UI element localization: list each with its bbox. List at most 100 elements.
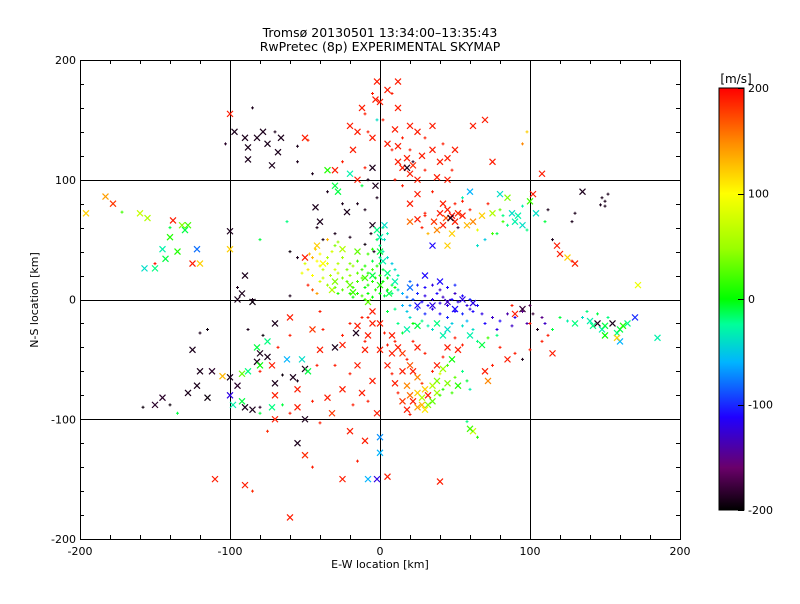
dot-marker <box>246 327 250 331</box>
dot-marker <box>366 315 370 319</box>
dot-marker <box>495 232 499 236</box>
cross-marker <box>294 385 301 393</box>
cross-marker <box>624 320 631 327</box>
cross-marker <box>421 406 429 414</box>
cross-marker <box>372 96 379 103</box>
cross-marker <box>439 221 447 229</box>
cross-marker <box>193 245 201 253</box>
dot-marker <box>401 292 404 296</box>
cross-marker <box>519 221 526 229</box>
dot-marker <box>423 286 427 290</box>
cross-marker <box>301 254 309 262</box>
cross-marker <box>589 322 597 330</box>
cross-marker <box>238 290 246 297</box>
cross-marker <box>439 200 447 208</box>
dot-marker <box>411 321 415 325</box>
cross-marker <box>331 343 339 351</box>
dot-marker <box>408 303 412 307</box>
cross-marker <box>406 284 414 291</box>
dot-marker <box>405 309 409 313</box>
dot-marker <box>371 247 374 251</box>
cross-marker <box>109 200 117 208</box>
dot-marker <box>401 136 404 140</box>
dot-marker <box>296 144 299 148</box>
cross-marker <box>301 451 309 459</box>
cross-marker <box>430 218 438 226</box>
dot-marker <box>393 339 397 343</box>
cross-marker <box>349 288 357 296</box>
cross-marker <box>429 146 436 154</box>
dot-marker <box>456 226 460 230</box>
cross-marker <box>571 320 579 327</box>
dot-marker <box>311 256 314 260</box>
cross-marker <box>478 212 486 220</box>
dot-marker <box>521 142 524 146</box>
cross-marker <box>151 264 159 272</box>
dot-marker <box>258 405 262 409</box>
cross-marker <box>136 209 144 217</box>
cross-marker <box>229 401 237 409</box>
dot-marker <box>366 399 370 403</box>
cross-marker <box>433 320 441 327</box>
dot-marker <box>546 208 550 212</box>
dot-marker <box>381 250 385 254</box>
dot-marker <box>198 331 202 335</box>
dot-marker <box>543 321 547 325</box>
cross-marker <box>489 158 496 166</box>
cross-marker <box>346 427 354 435</box>
cross-marker <box>586 317 594 325</box>
y-tick-label: 200 <box>55 54 76 67</box>
cross-marker <box>429 302 436 309</box>
dot-marker <box>450 391 454 395</box>
chart-title: Tromsø 20130501 13:34:00–13:35:43 <box>262 25 498 40</box>
cross-marker <box>328 409 336 417</box>
dot-marker <box>360 276 364 280</box>
dot-marker <box>315 259 319 263</box>
dot-marker <box>461 294 464 298</box>
dot-marker <box>251 489 254 493</box>
cross-marker <box>373 475 381 483</box>
cross-marker <box>334 188 342 196</box>
dot-marker <box>371 259 374 263</box>
cross-marker <box>448 355 456 363</box>
cross-marker <box>369 272 376 279</box>
cross-marker <box>406 122 414 130</box>
dot-marker <box>315 363 319 367</box>
cross-marker <box>264 353 271 361</box>
cross-marker <box>286 514 294 521</box>
cross-marker <box>369 164 376 172</box>
cross-marker <box>204 394 211 402</box>
cross-marker <box>466 188 474 196</box>
cross-marker <box>406 391 414 399</box>
cross-marker <box>388 332 396 339</box>
cross-marker <box>189 260 196 267</box>
cross-marker <box>331 182 339 190</box>
colorbar-tick-label: 200 <box>748 82 769 95</box>
dot-marker <box>476 244 479 248</box>
colorbar-ticks: 200 100 0 -100 -200 <box>738 82 773 517</box>
cross-marker <box>634 281 642 289</box>
cross-marker <box>418 394 426 402</box>
cross-marker <box>631 314 639 321</box>
cross-marker <box>466 332 474 339</box>
dot-marker <box>441 142 445 146</box>
dot-marker <box>363 208 367 212</box>
dot-marker <box>438 288 442 292</box>
cross-marker <box>286 314 294 321</box>
cross-marker <box>277 134 285 142</box>
dot-marker <box>521 309 524 313</box>
dot-marker <box>341 202 344 206</box>
dot-marker <box>486 336 490 340</box>
cross-marker <box>409 161 417 169</box>
dot-marker <box>326 238 329 242</box>
dot-marker <box>446 303 449 307</box>
dot-marker <box>351 403 355 407</box>
dot-marker <box>281 403 284 407</box>
dot-marker <box>258 411 262 415</box>
dot-marker <box>438 393 442 397</box>
dot-marker <box>461 312 464 316</box>
cross-marker <box>394 104 402 112</box>
cross-marker <box>364 332 372 339</box>
dot-marker <box>351 295 355 299</box>
